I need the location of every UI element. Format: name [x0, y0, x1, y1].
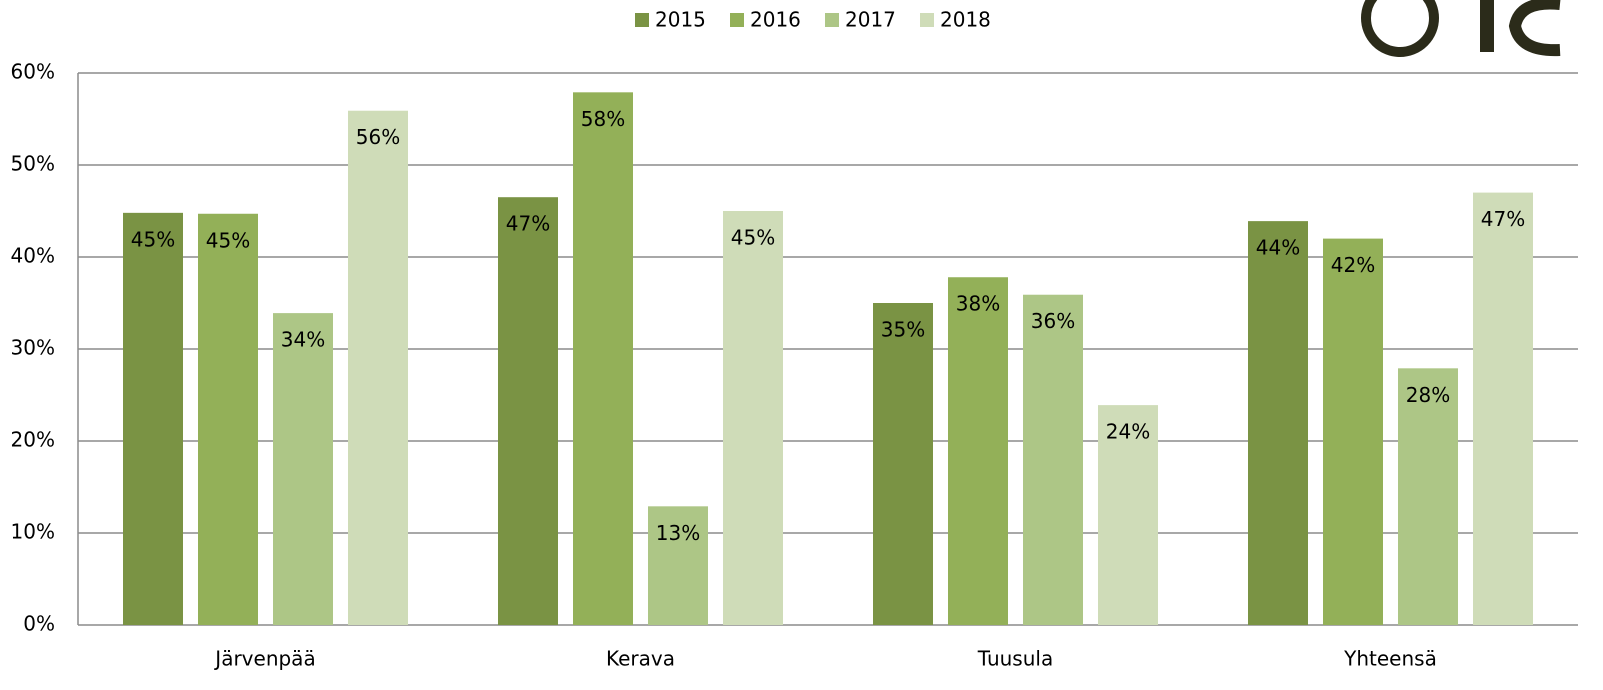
data-label: 35% — [881, 318, 925, 342]
legend-label: 2017 — [845, 8, 896, 32]
data-label: 47% — [1481, 207, 1525, 231]
legend-label: 2018 — [940, 8, 991, 32]
logo — [1361, 0, 1561, 57]
bar — [1023, 294, 1083, 625]
data-label: 36% — [1031, 309, 1075, 333]
data-label: 34% — [281, 328, 325, 352]
legend-label: 2015 — [655, 8, 706, 32]
data-label: 45% — [206, 228, 250, 252]
bar — [948, 277, 1008, 625]
y-tick-label: 10% — [11, 520, 55, 544]
legend-swatch — [920, 13, 934, 27]
x-tick-label: Tuusula — [977, 647, 1053, 671]
y-tick-label: 40% — [11, 244, 55, 268]
data-label: 42% — [1331, 253, 1375, 277]
bar — [1473, 192, 1533, 625]
bar — [723, 211, 783, 625]
data-label: 13% — [656, 521, 700, 545]
y-tick-label: 30% — [11, 336, 55, 360]
bar — [348, 110, 408, 626]
legend-label: 2016 — [750, 8, 801, 32]
bar — [273, 313, 333, 625]
legend-swatch — [825, 13, 839, 27]
data-label: 45% — [731, 226, 775, 250]
data-label: 56% — [356, 125, 400, 149]
y-tick-label: 50% — [11, 152, 55, 176]
data-label: 45% — [131, 227, 175, 251]
bar — [648, 506, 708, 625]
bar — [1248, 221, 1308, 625]
bar — [498, 197, 558, 625]
y-tick-label: 60% — [11, 60, 55, 84]
bar — [198, 213, 258, 625]
data-label: 47% — [506, 212, 550, 236]
bar — [1323, 238, 1383, 625]
data-label: 58% — [581, 107, 625, 131]
x-tick-label: Järvenpää — [213, 647, 315, 671]
y-tick-label: 0% — [23, 612, 55, 636]
bar — [873, 303, 933, 625]
bar — [1398, 368, 1458, 625]
bar — [1098, 405, 1158, 625]
legend-swatch — [635, 13, 649, 27]
data-label: 24% — [1106, 420, 1150, 444]
y-tick-label: 20% — [11, 428, 55, 452]
data-label: 38% — [956, 292, 1000, 316]
x-tick-label: Yhteensä — [1343, 647, 1437, 671]
bar — [573, 92, 633, 625]
legend-swatch — [730, 13, 744, 27]
bar — [123, 212, 183, 625]
data-label: 28% — [1406, 383, 1450, 407]
data-label: 44% — [1256, 236, 1300, 260]
x-tick-label: Kerava — [606, 647, 675, 671]
